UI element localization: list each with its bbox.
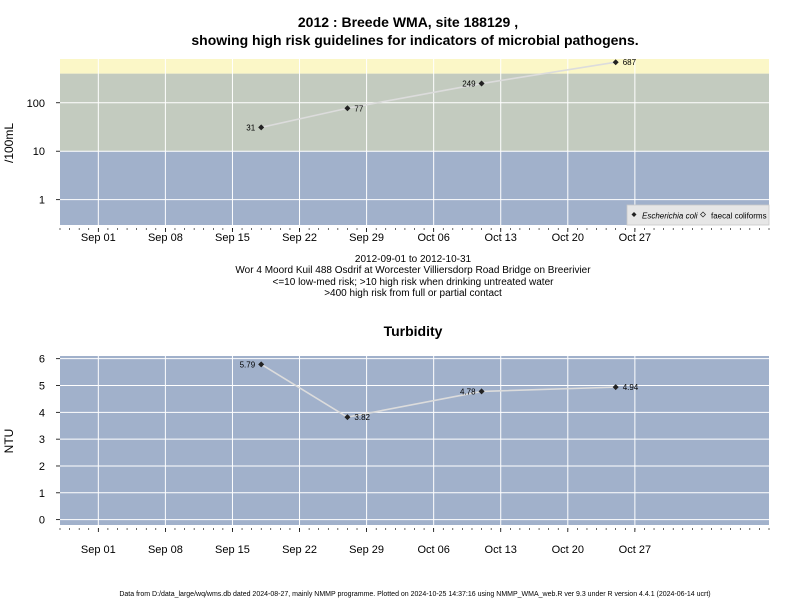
series-line: [261, 61, 616, 129]
data-point: [258, 124, 265, 131]
turbidity-y-axis-label: NTU: [2, 429, 16, 454]
x-tick-label: Sep 01: [81, 544, 116, 556]
chart-title-line1: 2012 : Breede WMA, site 188129 ,: [298, 14, 518, 30]
turbidity-panel: Turbidity 5.79 3.82 4.78 4.94 Sep 01 Sep 08 S…: [2, 323, 770, 556]
data-point: [612, 384, 619, 391]
data-point: [478, 80, 485, 87]
legend: Escherichia coli faecal coliforms: [626, 204, 770, 226]
data-point: [258, 361, 265, 368]
subtitle-line-2: Wor 4 Moord Kuil 488 Osdrif at Worcester…: [235, 265, 591, 276]
x-tick-label: Oct 27: [619, 544, 651, 556]
risk-band-1: [60, 73, 769, 152]
plot-background: [60, 356, 769, 525]
series-line: [260, 363, 616, 419]
data-point: [344, 414, 351, 421]
microbial-y-axis-label: /100mL: [2, 123, 16, 163]
footer-note: Data from D:/data_large/wq/wms.db dated …: [119, 591, 710, 598]
data-label: 687: [623, 58, 637, 67]
y-tick-label: 5: [39, 381, 45, 393]
y-tick-label: 10: [33, 146, 45, 158]
data-label: 4.94: [623, 383, 639, 392]
microbial-panel: 31 77 249 687 Sep 01 Sep 08 Sep 15 Sep 22 Sep 2…: [2, 58, 770, 244]
x-tick-label: Sep 15: [215, 232, 250, 244]
x-tick-label: Oct 20: [552, 544, 584, 556]
data-point: [344, 105, 351, 112]
x-tick-label: Oct 13: [485, 544, 517, 556]
y-tick-label: 1: [39, 488, 45, 500]
x-tick-label: Sep 22: [282, 544, 317, 556]
y-tick-label: 6: [39, 354, 45, 366]
x-tick-label: Oct 20: [552, 232, 584, 244]
risk-band-2: [60, 59, 769, 74]
x-tick-label: Oct 13: [485, 232, 517, 244]
data-label: 31: [246, 123, 255, 132]
x-tick-label: Sep 22: [282, 232, 317, 244]
legend-faecal-marker: [700, 211, 706, 218]
x-tick-label: Sep 29: [349, 232, 384, 244]
x-tick-label: Sep 29: [349, 544, 384, 556]
chart-title-line2: showing high risk guidelines for indicat…: [191, 32, 638, 48]
x-tick-label: Sep 08: [148, 544, 183, 556]
turbidity-title: Turbidity: [384, 323, 443, 339]
legend-faecal-label: faecal coliforms: [711, 212, 767, 221]
data-label: 77: [354, 104, 363, 113]
x-tick-label: Sep 08: [148, 232, 183, 244]
subtitle-line-3: <=10 low-med risk; >10 high risk when dr…: [273, 277, 555, 288]
x-tick-label: Sep 01: [81, 232, 116, 244]
x-tick-label: Oct 06: [417, 232, 449, 244]
legend-ecoli-label: Escherichia coli: [642, 212, 698, 221]
subtitle-line-4: >400 high risk from full or partial cont…: [324, 288, 502, 299]
y-tick-label: 2: [39, 461, 45, 473]
y-tick-label: 3: [39, 434, 45, 446]
data-point: [478, 388, 485, 395]
data-label: 3.82: [354, 413, 370, 422]
data-point: [612, 59, 619, 66]
x-tick-label: Oct 27: [619, 232, 651, 244]
x-tick-label: Oct 06: [417, 544, 449, 556]
y-tick-label: 0: [39, 515, 45, 527]
legend-ecoli-marker: [631, 212, 637, 217]
y-tick-label: 1: [39, 195, 45, 207]
y-tick-label: 100: [27, 98, 45, 110]
legend-box: [626, 204, 770, 226]
y-tick-label: 4: [39, 407, 45, 419]
data-label: 4.78: [460, 387, 476, 396]
subtitle-line-1: 2012-09-01 to 2012-10-31: [355, 254, 472, 265]
data-label: 249: [462, 80, 476, 89]
x-tick-label: Sep 15: [215, 544, 250, 556]
data-label: 5.79: [240, 360, 256, 369]
